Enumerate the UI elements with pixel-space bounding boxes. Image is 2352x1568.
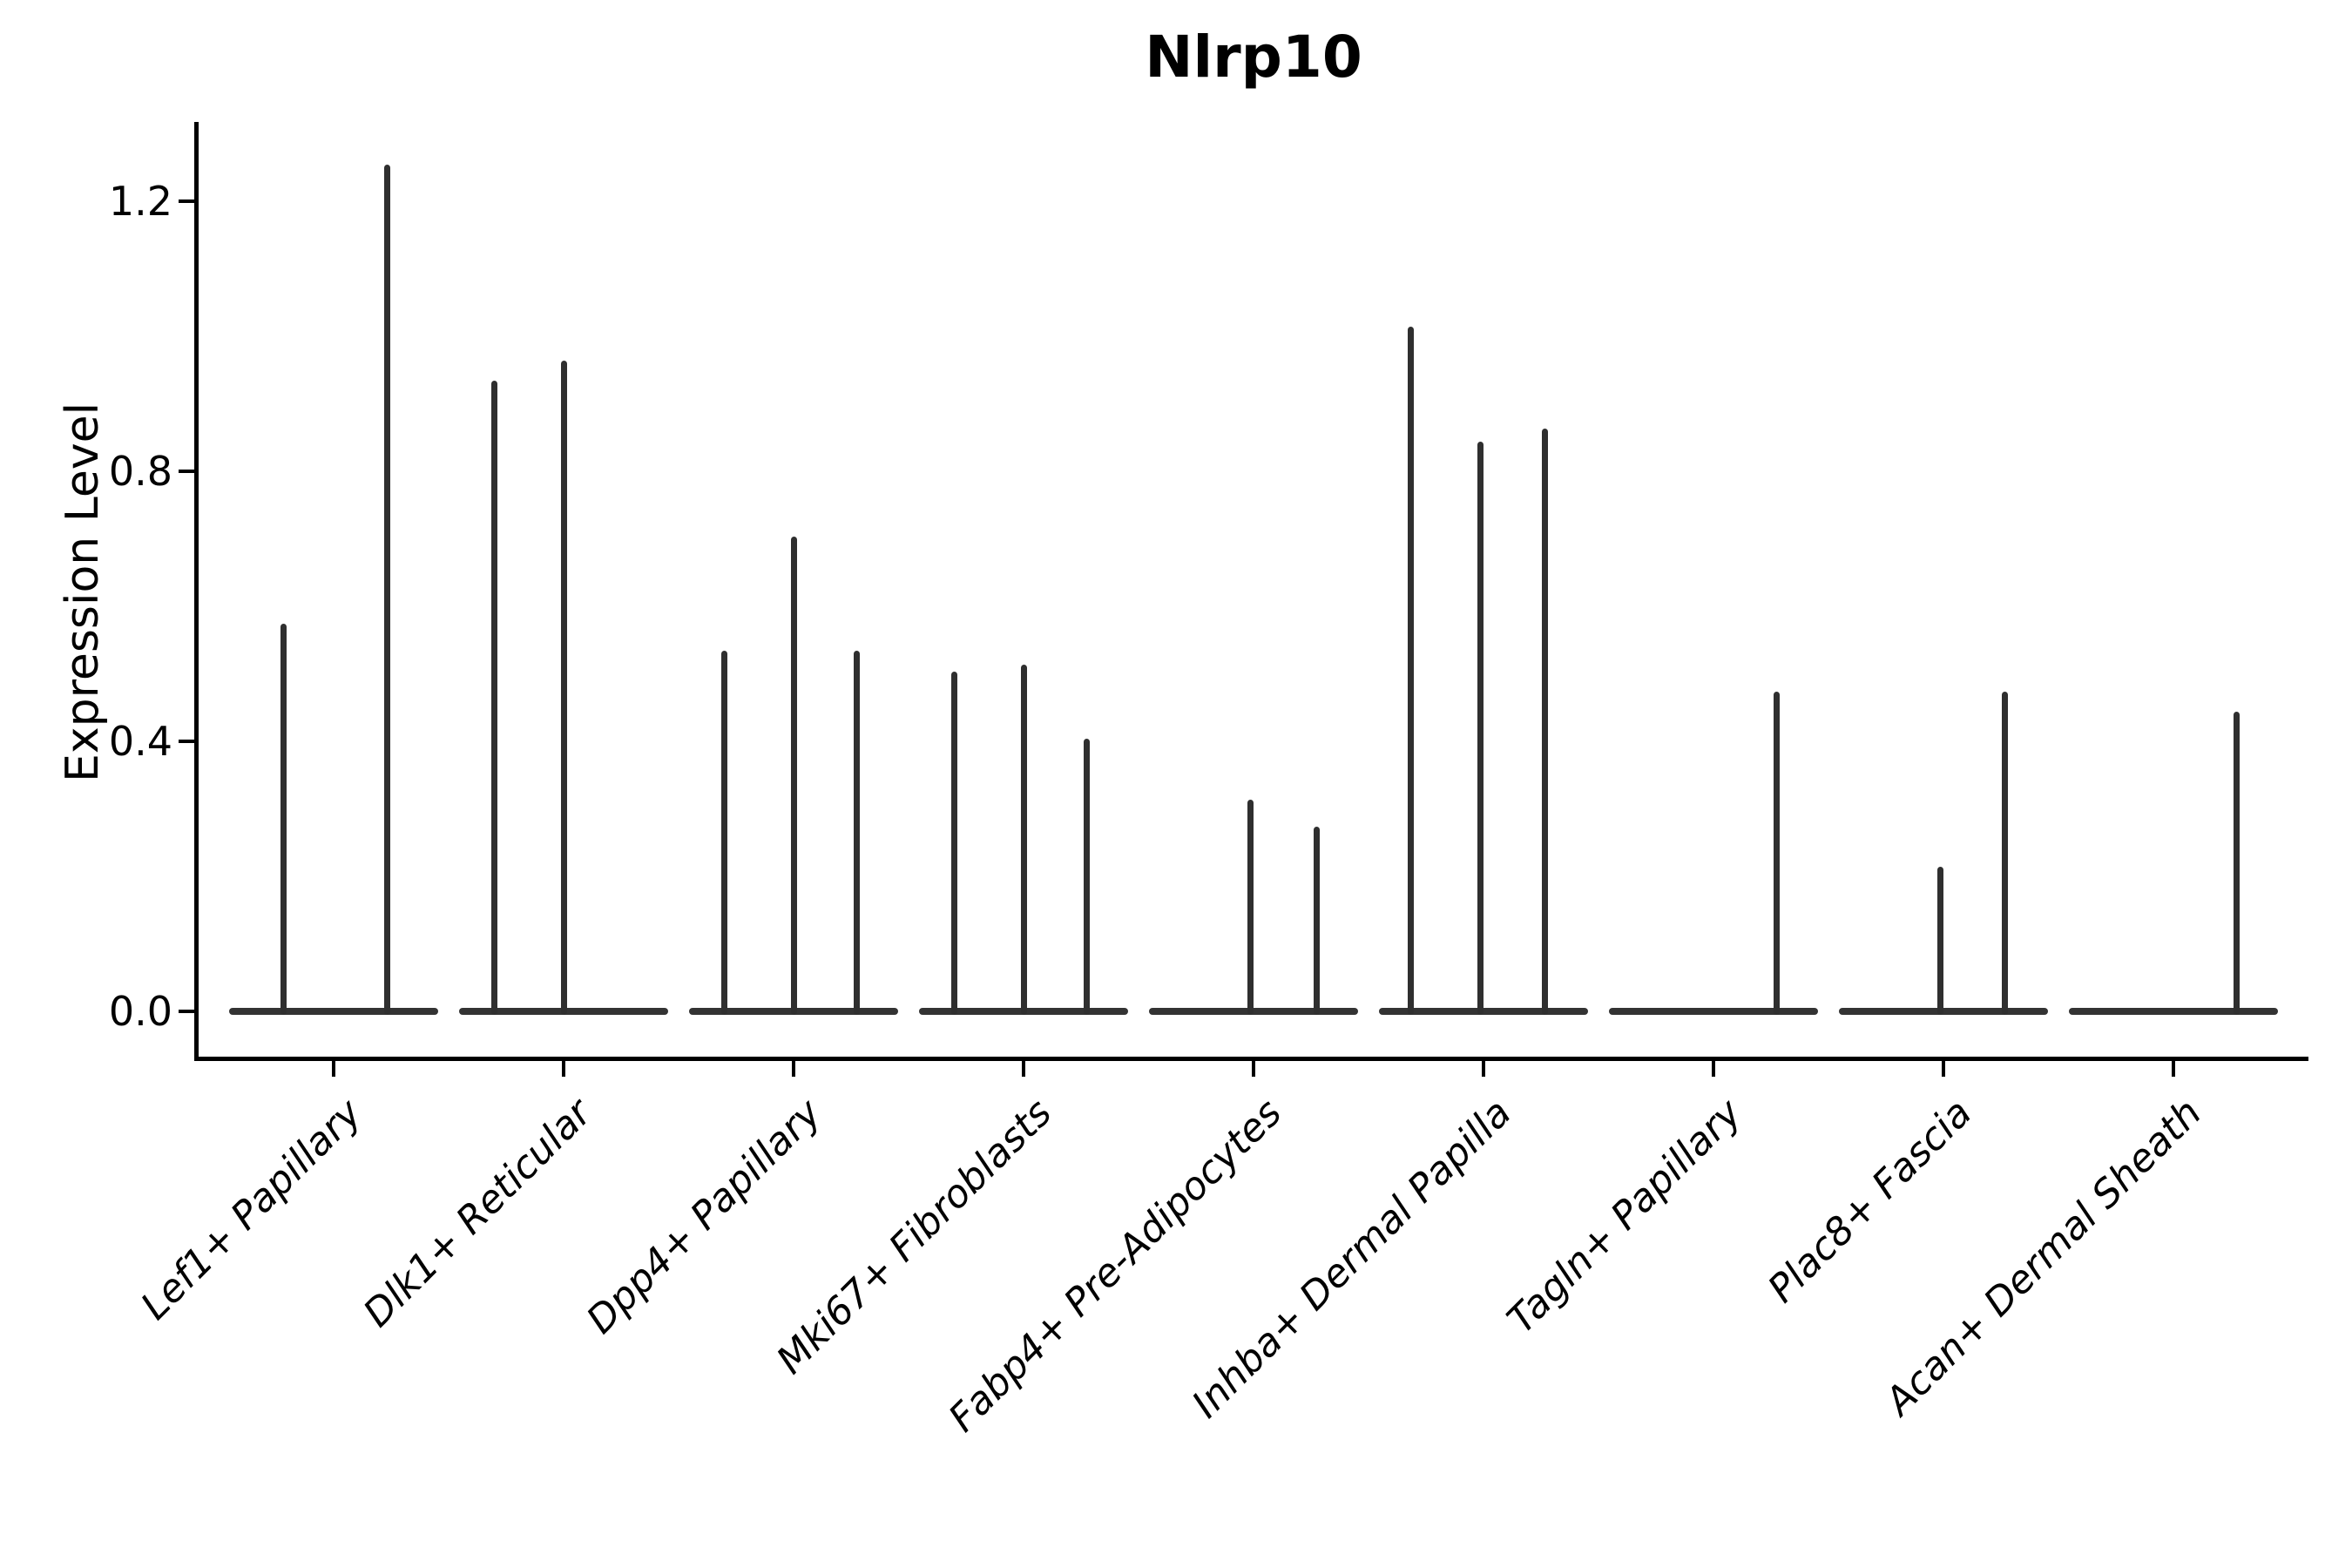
y-tick-label: 0.4 [108, 718, 172, 765]
y-tick-label: 1.2 [108, 178, 172, 225]
x-tick-label: Dpp4+ Papillary [578, 1091, 831, 1343]
x-tick-label: Dlk1+ Reticular [355, 1091, 601, 1336]
violin-spike [560, 361, 567, 1015]
y-tick-mark [179, 1010, 194, 1013]
violin-spike [853, 651, 860, 1015]
y-tick-label: 0.8 [108, 448, 172, 495]
y-tick-label: 0.0 [108, 988, 172, 1035]
violin-baseline [1839, 1008, 2048, 1015]
violin-spike [383, 165, 390, 1015]
violin-spike [790, 536, 797, 1015]
violin-spike [1020, 664, 1027, 1015]
chart-title: Nlrp10 [1145, 24, 1362, 91]
x-tick-mark [1022, 1061, 1025, 1077]
violin-spike [1247, 799, 1254, 1015]
x-tick-mark [562, 1061, 565, 1077]
x-tick-label: Plac8+ Fascia [1759, 1091, 1981, 1312]
x-tick-mark [1482, 1061, 1485, 1077]
violin-spike [950, 671, 957, 1015]
violin-spike [2001, 691, 2008, 1015]
y-tick-mark [179, 470, 194, 473]
plot-area [199, 122, 2308, 1057]
violin-baseline [1609, 1008, 1818, 1015]
violin-spike [1477, 442, 1484, 1015]
x-tick-mark [1252, 1061, 1255, 1077]
violin-spike [490, 381, 497, 1015]
x-tick-mark [792, 1061, 795, 1077]
violin-spike [1936, 867, 1943, 1015]
violin-spike [280, 624, 287, 1015]
violin-spike [1407, 327, 1414, 1015]
x-axis-spine [194, 1057, 2308, 1061]
y-axis-spine [194, 122, 199, 1061]
violin-baseline [1149, 1008, 1358, 1015]
violin-baseline [2069, 1008, 2278, 1015]
y-axis-label: Expression Level [57, 402, 109, 783]
violin-spike [2233, 712, 2240, 1015]
violin-baseline [229, 1008, 438, 1015]
x-tick-mark [1712, 1061, 1715, 1077]
violin-spike [1541, 428, 1548, 1015]
violin-baseline [1379, 1008, 1588, 1015]
violin-spike [1773, 691, 1780, 1015]
x-tick-mark [2172, 1061, 2175, 1077]
x-tick-mark [1942, 1061, 1945, 1077]
y-tick-mark [179, 740, 194, 743]
x-tick-label: Tagln+ Papillary [1498, 1091, 1751, 1342]
violin-spike [720, 651, 727, 1015]
y-tick-mark [179, 199, 194, 203]
violin-spike [1313, 826, 1320, 1015]
violin-spike [1083, 739, 1090, 1015]
x-tick-label: Lef1+ Papillary [132, 1091, 371, 1329]
x-tick-mark [332, 1061, 335, 1077]
